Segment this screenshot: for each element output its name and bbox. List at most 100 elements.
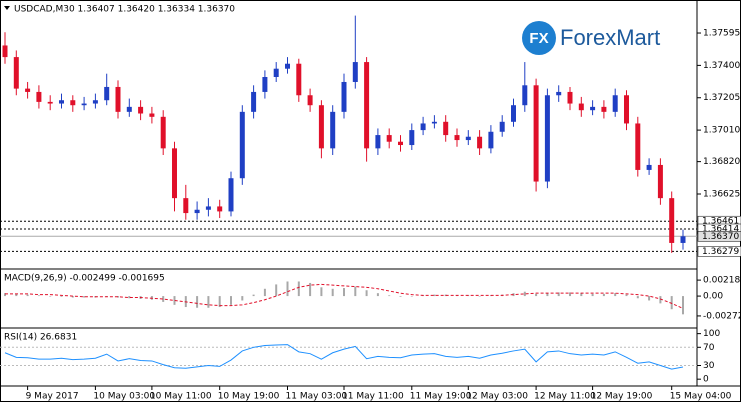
- candle-body: [556, 91, 562, 96]
- candle-body: [59, 100, 64, 104]
- candle-body: [341, 81, 347, 112]
- x-tick-label: 10 May 11:00: [150, 392, 212, 402]
- macd-bar: [162, 296, 165, 302]
- macd-bar: [263, 288, 266, 297]
- candle-body: [578, 103, 584, 111]
- macd-bar: [376, 293, 379, 297]
- macd-bar: [286, 281, 289, 297]
- candle-body: [420, 123, 426, 131]
- candle-body: [172, 148, 177, 199]
- candle-body: [2, 45, 8, 58]
- candle-body: [477, 136, 483, 149]
- candle-body: [307, 95, 313, 106]
- macd-bar: [682, 296, 684, 315]
- macd-bar: [478, 296, 481, 297]
- level-label: 1.36461: [702, 217, 739, 227]
- logo-mark: FX: [529, 30, 548, 47]
- macd-bar: [614, 293, 617, 297]
- macd-bar: [196, 296, 199, 308]
- macd-bar: [659, 296, 662, 304]
- macd-bar: [354, 286, 357, 297]
- y-tick-label: -0.00272: [703, 311, 741, 321]
- macd-bar: [218, 296, 221, 308]
- candle-body: [375, 135, 381, 149]
- macd-bar: [546, 293, 549, 297]
- x-tick-label: 11 May 03:00: [286, 392, 348, 402]
- y-tick-label: 0.00: [703, 292, 723, 302]
- candle-body: [13, 57, 19, 89]
- candle-body: [612, 95, 618, 112]
- candle-body: [443, 121, 449, 136]
- y-tick-label: 0.002189: [703, 276, 741, 286]
- x-tick-label: 15 May 04:00: [670, 392, 732, 402]
- macd-bar: [37, 295, 40, 297]
- candle-body: [386, 135, 392, 142]
- x-tick-label: 11 May 11:00: [342, 392, 404, 402]
- candle-body: [251, 91, 257, 112]
- macd-bar: [410, 296, 413, 297]
- candle-body: [273, 68, 279, 77]
- candle-body: [138, 106, 144, 114]
- candle-body: [285, 63, 290, 69]
- rsi-label: RSI(14) 26.6831: [4, 333, 77, 343]
- candle-body: [624, 95, 629, 124]
- macd-bar: [636, 296, 639, 299]
- y-tick-label: 100: [703, 329, 720, 339]
- candle-body: [160, 116, 166, 149]
- rsi-line: [4, 344, 684, 370]
- macd-bar: [230, 296, 232, 305]
- candle-body: [533, 85, 539, 182]
- macd-bar: [648, 296, 651, 301]
- y-tick-label: 1.36625: [703, 189, 740, 199]
- y-tick-label: 0: [703, 375, 709, 385]
- candle-body: [126, 106, 132, 112]
- candle-body: [601, 106, 607, 112]
- candle-body: [239, 111, 245, 179]
- candle-body: [567, 91, 573, 104]
- x-tick-label: 12 May 19:00: [591, 392, 653, 402]
- macd-bar: [275, 284, 278, 297]
- x-tick-label: 12 May 03:00: [466, 392, 528, 402]
- candle-body: [522, 85, 528, 106]
- x-tick-label: 10 May 19:00: [218, 392, 280, 402]
- candle-body: [183, 198, 189, 214]
- macd-bar: [535, 293, 538, 297]
- candle-body: [352, 62, 358, 82]
- macd-bar: [207, 296, 210, 308]
- macd-bar: [60, 296, 63, 297]
- macd-bar: [49, 296, 52, 297]
- candle-body: [511, 105, 516, 122]
- candle-body: [217, 206, 223, 212]
- y-tick-label: 1.37205: [703, 93, 740, 103]
- macd-bar: [309, 282, 312, 297]
- candle-body: [465, 136, 471, 141]
- candle-body: [296, 63, 302, 96]
- macd-bar: [580, 293, 583, 297]
- logo: FX ForexMart: [522, 21, 660, 55]
- candle-body: [364, 62, 370, 149]
- candle-body: [205, 206, 211, 210]
- x-tick-label: 10 May 03:00: [93, 392, 155, 402]
- macd-bar: [4, 293, 6, 297]
- level-label: 1.36414: [702, 225, 739, 235]
- candle-body: [680, 236, 686, 243]
- candle-body: [92, 100, 98, 104]
- macd-bar: [602, 293, 605, 297]
- macd-bar: [388, 295, 391, 297]
- candle-body: [47, 101, 53, 104]
- level-label: 1.36370: [702, 232, 739, 242]
- candle-body: [194, 209, 200, 214]
- macd-label: MACD(9,26,9) -0.002499 -0.001695: [4, 274, 165, 284]
- macd-bar: [523, 291, 526, 297]
- candle-body: [330, 111, 336, 149]
- logo-name: ForexMart: [560, 25, 660, 50]
- candle-body: [635, 123, 641, 170]
- candle-body: [488, 131, 494, 149]
- candle-body: [262, 76, 268, 92]
- candle-body: [81, 103, 87, 106]
- macd-bar: [399, 296, 402, 297]
- y-tick-label: 30: [703, 361, 715, 371]
- x-tick-label: 12 May 11:00: [534, 392, 596, 402]
